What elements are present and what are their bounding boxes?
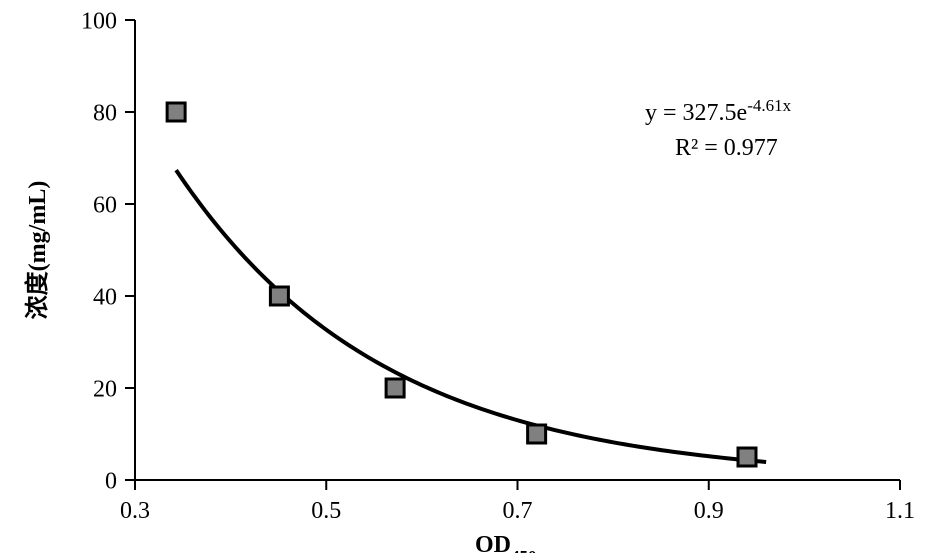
equation-line-1: y = 327.5e-4.61x: [645, 96, 792, 127]
x-tick-label: 0.9: [694, 498, 724, 524]
x-tick-label: 1.1: [885, 498, 915, 524]
data-marker: [738, 448, 756, 466]
x-axis-title: OD450nm: [475, 532, 560, 553]
y-tick-label: 0: [105, 468, 117, 494]
data-marker: [167, 103, 185, 121]
x-tick-label: 0.7: [503, 498, 533, 524]
x-tick-label: 0.5: [311, 498, 341, 524]
data-marker: [528, 425, 546, 443]
y-tick-label: 20: [93, 376, 117, 402]
equation-line-2: R² = 0.977: [675, 135, 778, 161]
y-axis-title: 浓度(mg/mL): [23, 181, 51, 320]
y-tick-label: 60: [93, 192, 117, 218]
data-marker: [270, 287, 288, 305]
y-tick-label: 100: [81, 8, 117, 34]
x-tick-label: 0.3: [120, 498, 150, 524]
chart-container: 0.3 0.5 0.7 0.9 1.1 0 20 40 60 80 100 浓度(mg/mL) OD45…: [0, 0, 930, 553]
fit-curve: [176, 170, 766, 462]
chart-svg: 0.3 0.5 0.7 0.9 1.1 0 20 40 60 80 100 浓度(mg/mL) OD45…: [0, 0, 930, 553]
y-tick-label: 80: [93, 100, 117, 126]
data-marker: [386, 379, 404, 397]
y-tick-label: 40: [93, 284, 117, 310]
